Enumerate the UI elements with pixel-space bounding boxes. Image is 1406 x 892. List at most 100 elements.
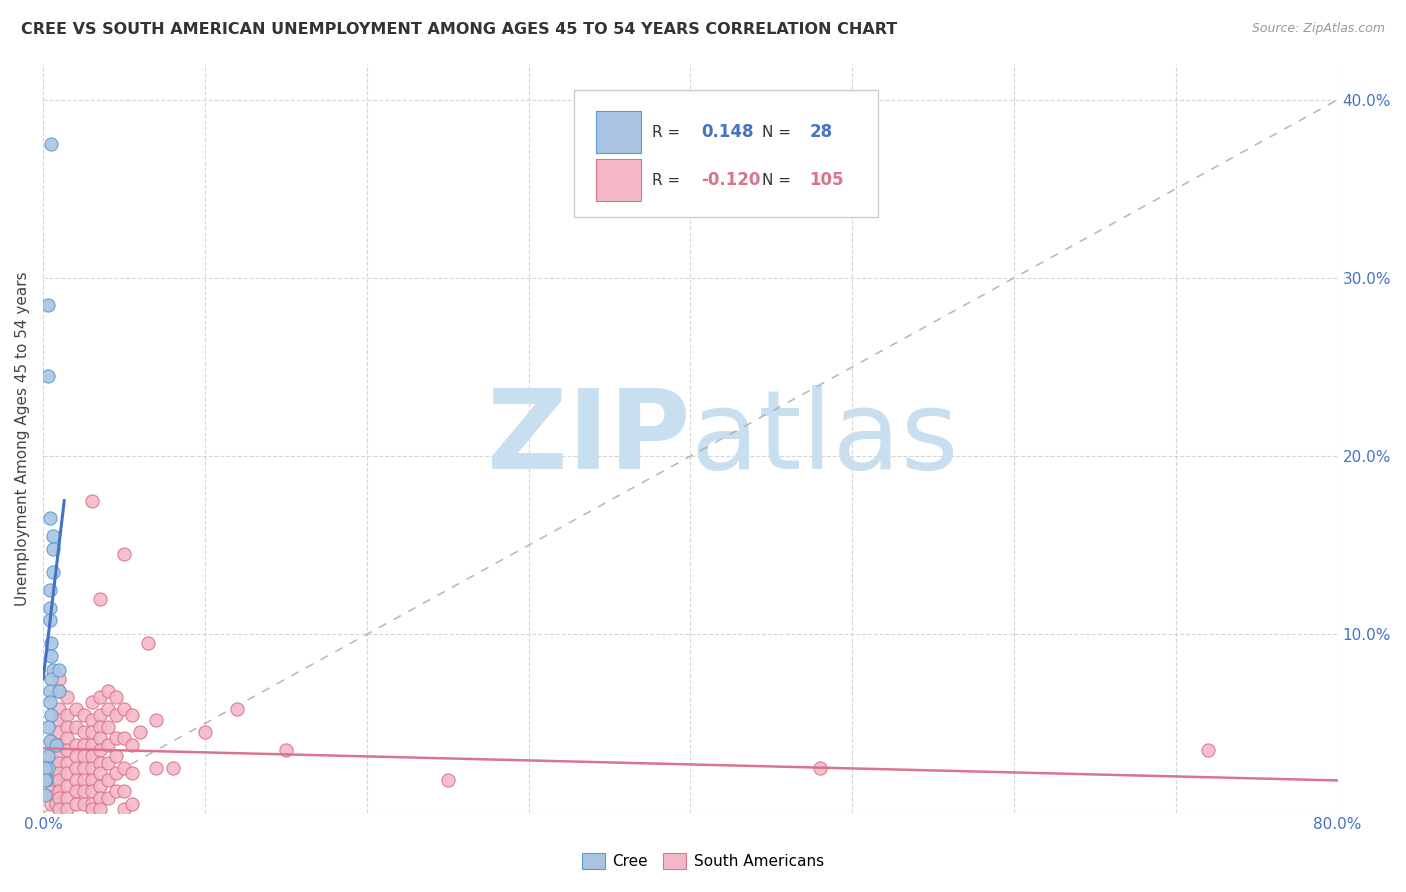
Text: N =: N =: [762, 173, 796, 187]
Point: [48, 791, 70, 805]
FancyBboxPatch shape: [596, 112, 641, 153]
Point: [39, 707, 62, 722]
Point: [37, 298, 59, 312]
Point: [34, 773, 56, 788]
Point: [274, 743, 297, 757]
Point: [56, 690, 79, 704]
Text: 105: 105: [810, 171, 844, 189]
Point: [42, 541, 65, 556]
Point: [56, 779, 79, 793]
Point: [39, 784, 62, 798]
Point: [37, 368, 59, 383]
Point: [112, 784, 135, 798]
Point: [38, 511, 60, 525]
Point: [56, 743, 79, 757]
Point: [39, 748, 62, 763]
Point: [97, 738, 120, 752]
Point: [97, 773, 120, 788]
Point: [121, 738, 143, 752]
Text: atlas: atlas: [690, 384, 959, 491]
Point: [48, 756, 70, 770]
Point: [89, 743, 111, 757]
Point: [72, 738, 94, 752]
Point: [72, 707, 94, 722]
Point: [56, 720, 79, 734]
Point: [89, 731, 111, 745]
Point: [80, 748, 103, 763]
Point: [80, 802, 103, 816]
Point: [48, 713, 70, 727]
FancyBboxPatch shape: [596, 160, 641, 202]
Point: [42, 565, 65, 579]
Point: [65, 761, 87, 775]
Point: [65, 748, 87, 763]
Point: [80, 695, 103, 709]
Point: [65, 720, 87, 734]
Text: R =: R =: [651, 125, 685, 140]
Text: 28: 28: [810, 123, 832, 141]
Point: [37, 761, 59, 775]
FancyBboxPatch shape: [574, 90, 879, 218]
Point: [80, 784, 103, 798]
Point: [105, 690, 128, 704]
Point: [97, 684, 120, 698]
Point: [112, 761, 135, 775]
Point: [226, 702, 249, 716]
Point: [121, 707, 143, 722]
Point: [48, 663, 70, 677]
Point: [72, 773, 94, 788]
Point: [89, 707, 111, 722]
Point: [39, 797, 62, 811]
Point: [80, 797, 103, 811]
Point: [89, 791, 111, 805]
Point: [105, 731, 128, 745]
Point: [89, 766, 111, 780]
Point: [37, 748, 59, 763]
Point: [112, 802, 135, 816]
Point: [97, 756, 120, 770]
Point: [48, 738, 70, 752]
Point: [42, 663, 65, 677]
Point: [48, 684, 70, 698]
Point: [112, 731, 135, 745]
Point: [138, 636, 160, 650]
Point: [112, 702, 135, 716]
Point: [72, 725, 94, 739]
Point: [56, 731, 79, 745]
Point: [145, 761, 167, 775]
Text: ZIP: ZIP: [486, 384, 690, 491]
Point: [97, 702, 120, 716]
Point: [45, 738, 67, 752]
Point: [194, 725, 217, 739]
Point: [121, 766, 143, 780]
Point: [80, 725, 103, 739]
Point: [56, 766, 79, 780]
Point: [48, 748, 70, 763]
Point: [80, 493, 103, 508]
Point: [48, 784, 70, 798]
Point: [129, 725, 152, 739]
Point: [35, 773, 58, 788]
Point: [89, 591, 111, 606]
Point: [56, 791, 79, 805]
Point: [38, 582, 60, 597]
Point: [45, 761, 67, 775]
Point: [105, 748, 128, 763]
Point: [65, 773, 87, 788]
Point: [45, 738, 67, 752]
Point: [48, 766, 70, 780]
Point: [72, 761, 94, 775]
Point: [72, 748, 94, 763]
Point: [80, 773, 103, 788]
Point: [38, 695, 60, 709]
Point: [39, 137, 62, 152]
Point: [89, 720, 111, 734]
Point: [39, 761, 62, 775]
Y-axis label: Unemployment Among Ages 45 to 54 years: Unemployment Among Ages 45 to 54 years: [15, 271, 30, 606]
Point: [121, 797, 143, 811]
Point: [436, 773, 458, 788]
Text: -0.120: -0.120: [700, 171, 761, 189]
Point: [45, 797, 67, 811]
Point: [48, 725, 70, 739]
Point: [56, 707, 79, 722]
